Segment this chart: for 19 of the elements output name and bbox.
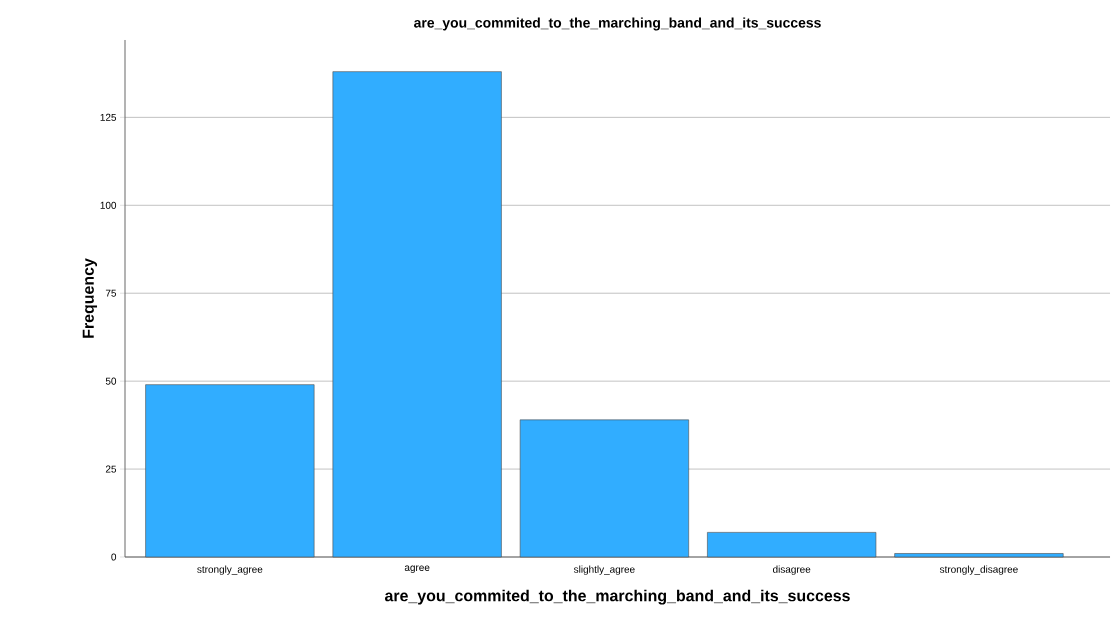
y-tick-label: 75	[105, 289, 117, 297]
x-tick-label: strongly_disagree	[939, 565, 1018, 575]
y-tick-label: 125	[100, 113, 117, 121]
x-tick-label: strongly_agree	[197, 565, 263, 575]
y-axis-title: Frequency	[82, 258, 98, 338]
y-tick-label: 0	[111, 553, 117, 561]
chart-title: are_you_commited_to_the_marching_band_and_its_success	[414, 17, 821, 31]
x-tick-label: slightly_agree	[573, 565, 635, 575]
bar	[707, 532, 877, 558]
bar	[894, 553, 1064, 558]
x-tick-label: disagree	[772, 565, 811, 575]
bar	[332, 71, 502, 558]
x-tick-label: agree	[404, 565, 430, 573]
y-tick-label: 100	[100, 201, 117, 209]
y-tick-label: 50	[105, 377, 117, 385]
y-tick-label: 25	[105, 465, 117, 473]
x-axis-title: are_you_commited_to_the_marching_band_and_its_success	[384, 589, 850, 605]
bar	[519, 419, 689, 558]
bar	[145, 384, 315, 558]
